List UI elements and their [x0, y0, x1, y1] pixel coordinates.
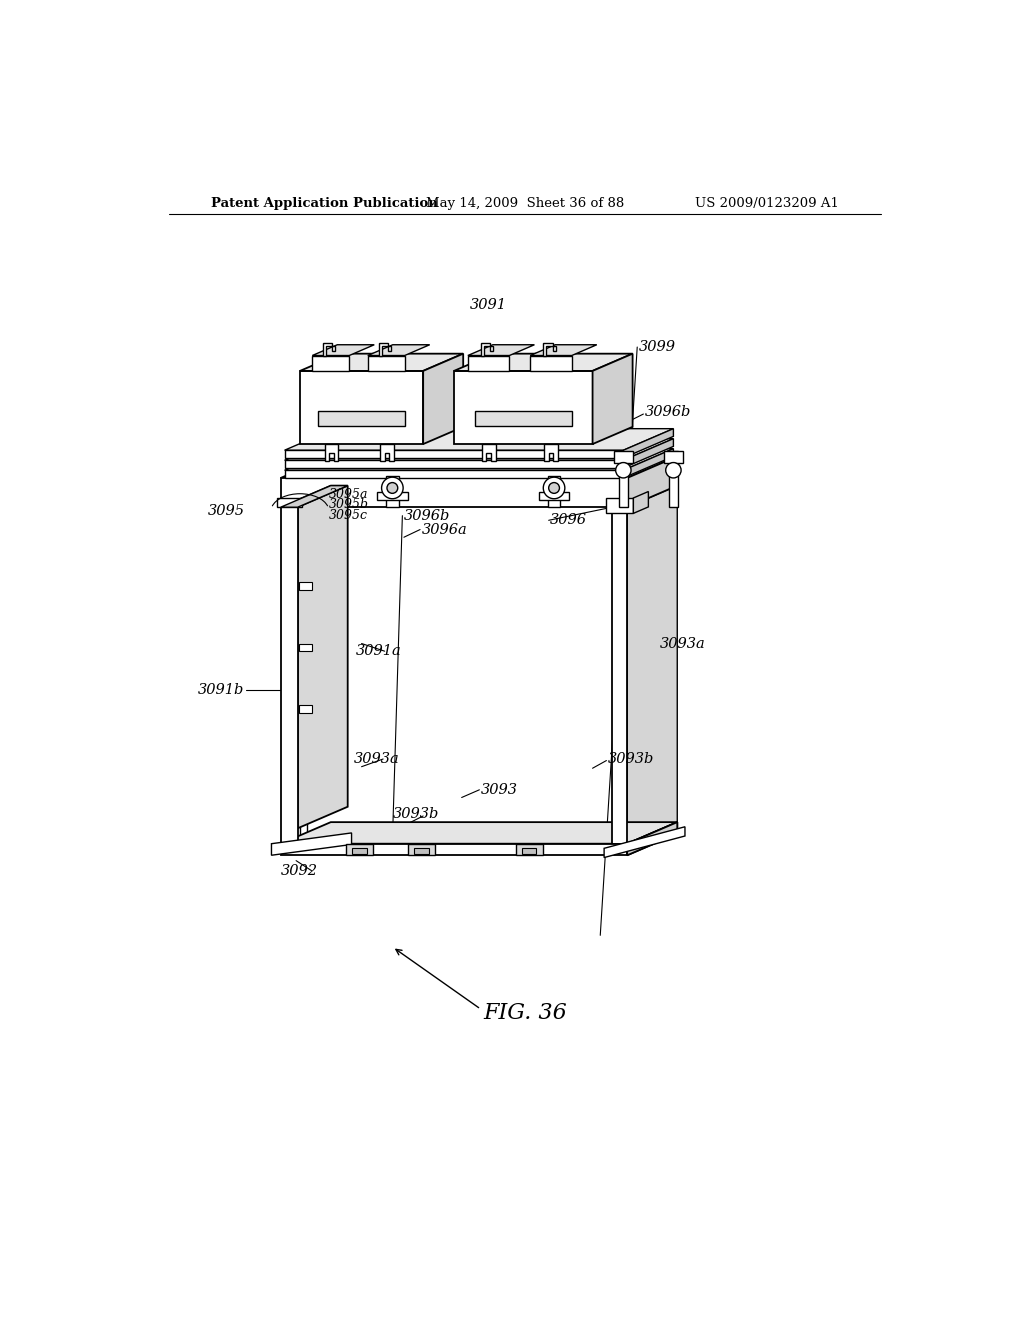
Polygon shape: [325, 444, 339, 461]
Polygon shape: [299, 644, 311, 651]
Polygon shape: [614, 451, 633, 462]
Text: 3096a: 3096a: [422, 523, 467, 536]
Text: 3096b: 3096b: [645, 405, 691, 420]
Polygon shape: [624, 438, 674, 469]
Polygon shape: [318, 411, 404, 426]
Circle shape: [544, 478, 565, 499]
Polygon shape: [296, 834, 662, 855]
Polygon shape: [379, 343, 391, 355]
Polygon shape: [544, 343, 556, 355]
Polygon shape: [276, 498, 301, 507]
Polygon shape: [618, 451, 628, 507]
Polygon shape: [281, 843, 628, 855]
Polygon shape: [380, 444, 394, 461]
Polygon shape: [299, 705, 311, 713]
Polygon shape: [475, 411, 571, 426]
Polygon shape: [611, 507, 628, 843]
Polygon shape: [377, 492, 408, 499]
Polygon shape: [611, 486, 677, 507]
Polygon shape: [548, 477, 560, 507]
Text: 3093b: 3093b: [392, 808, 438, 821]
Polygon shape: [281, 457, 677, 478]
Polygon shape: [454, 354, 633, 371]
Text: 3095b: 3095b: [329, 499, 369, 511]
Polygon shape: [530, 345, 597, 355]
Text: 3093a: 3093a: [354, 752, 399, 766]
Text: 3091a: 3091a: [355, 644, 401, 659]
Polygon shape: [634, 491, 648, 513]
Polygon shape: [628, 486, 677, 843]
Polygon shape: [539, 492, 569, 499]
Circle shape: [549, 483, 559, 494]
Text: 3091b: 3091b: [199, 682, 245, 697]
Text: US 2009/0123209 A1: US 2009/0123209 A1: [695, 197, 839, 210]
Polygon shape: [285, 470, 624, 478]
Polygon shape: [299, 582, 311, 590]
Polygon shape: [300, 371, 423, 444]
Polygon shape: [515, 843, 543, 855]
Polygon shape: [281, 822, 677, 843]
Text: 3095a: 3095a: [329, 487, 368, 500]
Polygon shape: [346, 843, 373, 855]
Text: 3093: 3093: [481, 783, 518, 797]
Polygon shape: [544, 444, 558, 461]
Text: 3096: 3096: [550, 513, 587, 527]
Polygon shape: [624, 429, 674, 458]
Polygon shape: [285, 450, 624, 458]
Polygon shape: [281, 478, 628, 507]
Text: FIG. 36: FIG. 36: [483, 1002, 566, 1024]
Polygon shape: [298, 486, 348, 829]
Polygon shape: [628, 822, 677, 855]
Polygon shape: [468, 345, 535, 355]
Polygon shape: [368, 345, 430, 355]
Polygon shape: [521, 847, 537, 854]
Polygon shape: [285, 429, 674, 450]
Polygon shape: [628, 457, 677, 507]
Text: 3092: 3092: [281, 863, 317, 878]
Polygon shape: [408, 843, 435, 855]
Polygon shape: [352, 847, 367, 854]
Polygon shape: [468, 355, 509, 371]
Polygon shape: [605, 498, 634, 513]
Polygon shape: [285, 438, 674, 461]
Text: 3096b: 3096b: [403, 508, 451, 523]
Polygon shape: [271, 833, 351, 855]
Polygon shape: [285, 461, 624, 469]
Polygon shape: [285, 449, 674, 470]
Text: 3093b: 3093b: [608, 752, 654, 766]
Circle shape: [666, 462, 681, 478]
Polygon shape: [669, 451, 678, 507]
Polygon shape: [530, 355, 571, 371]
Polygon shape: [300, 354, 463, 371]
Polygon shape: [593, 354, 633, 444]
Text: 3095: 3095: [208, 504, 245, 517]
Polygon shape: [628, 822, 677, 855]
Text: 3091: 3091: [469, 298, 506, 312]
Text: May 14, 2009  Sheet 36 of 88: May 14, 2009 Sheet 36 of 88: [426, 197, 624, 210]
Polygon shape: [624, 449, 674, 478]
Polygon shape: [604, 826, 685, 858]
Polygon shape: [481, 343, 494, 355]
Text: Patent Application Publication: Patent Application Publication: [211, 197, 438, 210]
Circle shape: [387, 483, 397, 494]
Text: 3095c: 3095c: [329, 510, 368, 523]
Polygon shape: [368, 355, 404, 371]
Polygon shape: [665, 451, 683, 462]
Polygon shape: [414, 847, 429, 854]
Text: 3099: 3099: [639, 341, 676, 354]
Circle shape: [615, 462, 631, 478]
Polygon shape: [481, 444, 496, 461]
Polygon shape: [312, 355, 349, 371]
Polygon shape: [281, 486, 348, 507]
Polygon shape: [281, 486, 348, 507]
Text: 3093a: 3093a: [660, 636, 707, 651]
Polygon shape: [454, 371, 593, 444]
Polygon shape: [386, 477, 398, 507]
Polygon shape: [323, 343, 336, 355]
Circle shape: [382, 478, 403, 499]
Polygon shape: [281, 507, 298, 843]
Polygon shape: [423, 354, 463, 444]
Polygon shape: [312, 345, 374, 355]
